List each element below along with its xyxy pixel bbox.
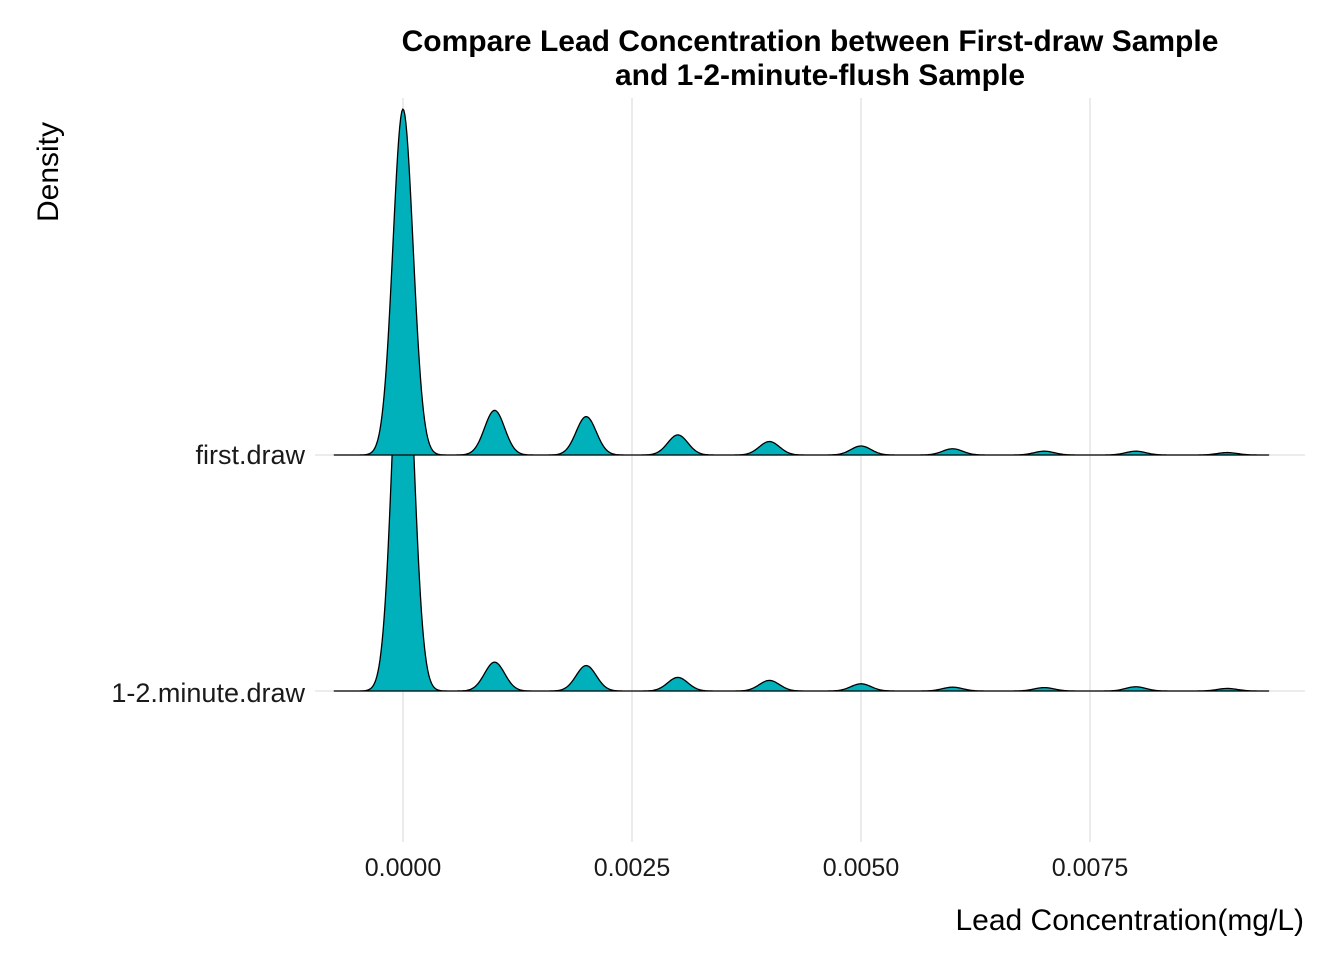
density-ridge bbox=[333, 108, 1270, 456]
x-axis-title: Lead Concentration(mg/L) bbox=[955, 904, 1304, 937]
density-ridge bbox=[333, 266, 1270, 692]
x-tick-label: 0.0025 bbox=[594, 854, 670, 882]
x-tick-label: 0.0050 bbox=[823, 854, 899, 882]
chart-title-line-1: Compare Lead Concentration between First… bbox=[402, 25, 1219, 58]
ridge-baselines bbox=[315, 454, 1305, 692]
gridlines bbox=[402, 98, 1091, 842]
ridge-category-label: first.draw bbox=[195, 440, 305, 470]
x-tick-label: 0.0075 bbox=[1052, 854, 1128, 882]
ridge-category-label: 1-2.minute.draw bbox=[111, 678, 305, 708]
labels: 0.0000 0.0025 0.0050 0.0075 1-2.minute.draw f… bbox=[111, 440, 1128, 882]
x-tick-label: 0.0000 bbox=[365, 854, 441, 882]
ridges bbox=[333, 108, 1270, 692]
y-axis-title: Density bbox=[32, 122, 65, 222]
chart-title-line-2: and 1-2-minute-flush Sample bbox=[615, 59, 1025, 92]
